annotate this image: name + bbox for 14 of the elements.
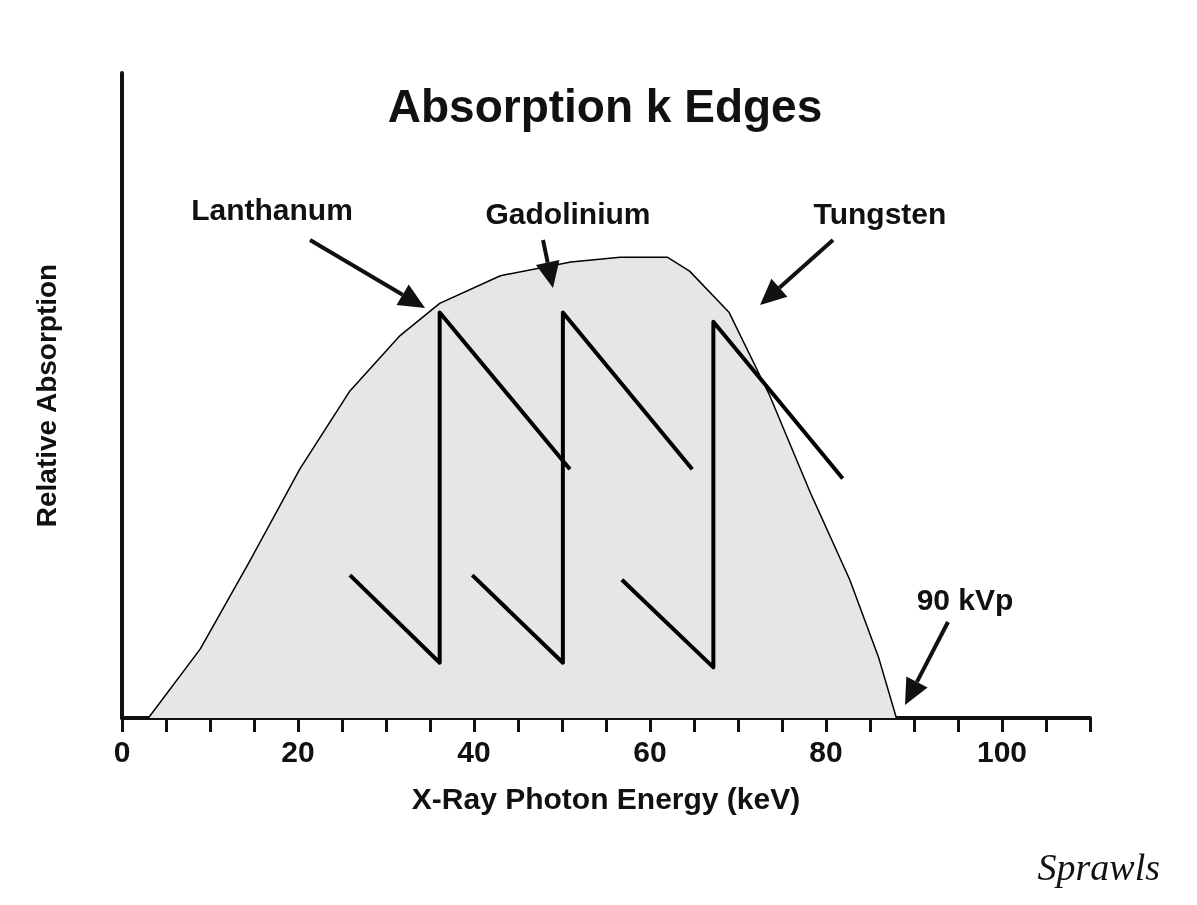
x-tick-label: 100 [976, 734, 1028, 768]
x-axis-title: X-Ray Photon Energy (keV) [411, 781, 801, 815]
annotation: 90 kVp [916, 583, 1014, 616]
chart-title: Absorption k Edges [387, 80, 823, 132]
y-axis-title: Relative Absorption [30, 263, 62, 528]
text: Sprawls [1037, 846, 1160, 888]
text: Lanthanum [191, 193, 353, 226]
text: Gadolinium [485, 197, 651, 230]
text: Tungsten [813, 197, 947, 230]
x-tick-label: 20 [281, 734, 315, 768]
x-tick-label: 60 [633, 734, 667, 768]
x-tick-label: 40 [457, 734, 491, 768]
x-tick-label: 80 [809, 734, 843, 768]
x-tick-label: 0 [113, 734, 131, 768]
